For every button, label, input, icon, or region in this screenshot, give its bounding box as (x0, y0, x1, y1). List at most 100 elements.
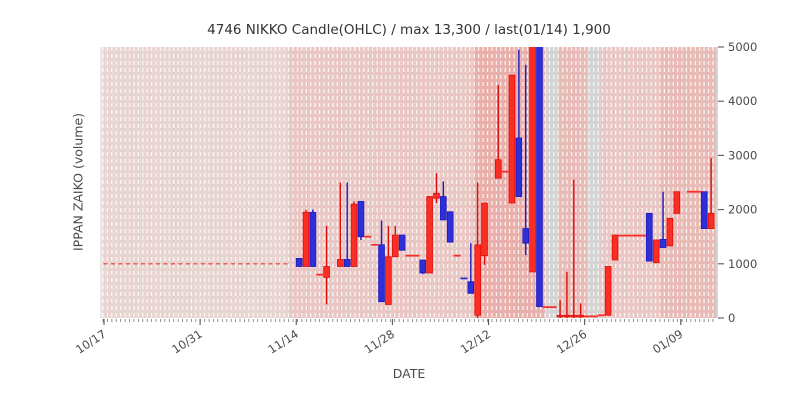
day-stripe (231, 47, 236, 318)
day-stripe (257, 47, 263, 318)
day-stripe (602, 47, 607, 318)
x-axis-label: DATE (392, 366, 426, 381)
day-stripe (337, 47, 342, 318)
day-stripe (191, 47, 196, 318)
day-stripe (350, 47, 355, 318)
day-stripe (107, 47, 112, 318)
plot-background (100, 47, 718, 318)
candle-body-up (652, 239, 660, 264)
day-stripe (301, 47, 307, 318)
candle-body-down (398, 234, 406, 251)
candle-body-down (700, 191, 708, 229)
day-stripe (505, 47, 510, 318)
day-stripe (332, 47, 338, 318)
day-stripe (465, 47, 470, 318)
day-stripe (655, 47, 660, 318)
candle-body-up (474, 244, 481, 316)
y-tick-label: 2000 (728, 203, 757, 217)
day-stripe (297, 47, 302, 318)
day-stripe (284, 47, 289, 318)
day-stripe (425, 47, 431, 318)
day-stripe (195, 47, 201, 318)
chart-title: 4746 NIKKO Candle(OHLC) / max 13,300 / l… (207, 22, 611, 38)
day-stripe (151, 47, 157, 318)
day-stripe (186, 47, 192, 318)
x-tick-label: 11/14 (265, 327, 300, 357)
day-stripe (244, 47, 249, 318)
candle-body-down (295, 257, 303, 267)
x-tick-label: 10/17 (73, 327, 108, 357)
day-stripe (394, 47, 400, 318)
day-stripe (584, 47, 590, 318)
candle-body-up (577, 314, 584, 318)
candles-group (103, 47, 715, 318)
day-stripe (659, 47, 665, 318)
candle-body-up (570, 314, 578, 318)
holiday-band (545, 47, 559, 318)
day-stripe (491, 47, 497, 318)
day-stripe (712, 47, 718, 318)
day-stripe (248, 47, 254, 318)
day-stripe (279, 47, 285, 318)
day-stripe (328, 47, 333, 318)
day-stripe (310, 47, 316, 318)
day-stripe (483, 47, 488, 318)
day-stripe (209, 47, 214, 318)
candle-body-up (481, 202, 488, 257)
day-stripe (222, 47, 227, 318)
candle-body-up (673, 191, 681, 214)
candle-body-up (337, 259, 344, 267)
candle-body-up (426, 196, 433, 274)
day-stripe (182, 47, 187, 318)
day-stripe (403, 47, 408, 318)
day-stripe (673, 47, 678, 318)
candle-body-down (536, 47, 543, 308)
day-stripe (664, 47, 669, 318)
x-tick-label: 01/09 (650, 327, 685, 357)
candle-body-up (604, 266, 612, 316)
candle-body-down (419, 259, 427, 274)
y-tick-label: 5000 (728, 40, 757, 54)
day-stripe (562, 47, 568, 318)
day-stripe (204, 47, 210, 318)
day-stripe (103, 47, 108, 318)
candle-body-down (343, 259, 351, 267)
day-stripe (487, 47, 492, 318)
day-stripe (620, 47, 625, 318)
day-stripe (341, 47, 347, 318)
day-stripe (363, 47, 369, 318)
day-stripe (156, 47, 161, 318)
day-stripe (240, 47, 245, 318)
day-stripe (646, 47, 652, 318)
day-stripe (606, 47, 612, 318)
day-stripe (213, 47, 218, 318)
day-stripe (690, 47, 696, 318)
day-stripe (699, 47, 705, 318)
day-stripe (372, 47, 378, 318)
day-stripe (416, 47, 422, 318)
day-stripe (651, 47, 656, 318)
day-stripe (200, 47, 205, 318)
day-stripe (142, 47, 148, 318)
day-stripe (275, 47, 280, 318)
day-stripe (438, 47, 444, 318)
day-stripe (160, 47, 165, 318)
day-stripe (399, 47, 404, 318)
day-stripe (346, 47, 351, 318)
candle-body-up (302, 211, 310, 267)
candle-body-down (515, 137, 523, 197)
day-stripe (704, 47, 709, 318)
candle-body-up (433, 192, 440, 199)
day-stripe (359, 47, 364, 318)
day-stripe (253, 47, 258, 318)
day-stripe (474, 47, 479, 318)
day-stripe (633, 47, 638, 318)
day-stripe (695, 47, 700, 318)
day-stripe (133, 47, 139, 318)
day-stripe (288, 47, 294, 318)
day-stripe (461, 47, 466, 318)
day-stripe (447, 47, 453, 318)
candle-body-down (659, 239, 667, 248)
day-stripe (111, 47, 117, 318)
day-stripe (262, 47, 267, 318)
